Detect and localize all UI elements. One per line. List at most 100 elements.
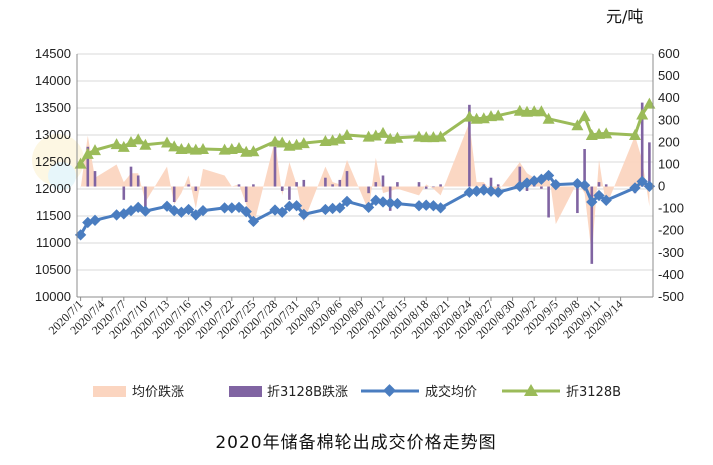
x-axis-ticks: 2020/7/12020/7/42020/7/72020/7/102020/7/… <box>46 297 626 342</box>
b3128-point <box>542 112 555 124</box>
b3128-point <box>247 145 260 157</box>
b3128-point <box>636 108 649 120</box>
b3128-change-bar <box>302 179 306 187</box>
legend-swatch-avg-price-marker <box>383 384 396 397</box>
avg-price-point <box>298 208 310 221</box>
avg-price-point <box>470 185 483 197</box>
left-tick-label: 11000 <box>36 235 71 250</box>
right-tick-label: 600 <box>658 46 680 61</box>
b3128-change-bar <box>432 186 435 188</box>
b3128-point <box>535 105 548 117</box>
left-tick-label: 10500 <box>35 262 71 277</box>
b3128-change-bar <box>129 166 133 187</box>
avg-price-point <box>197 204 209 217</box>
b3128-change-bar <box>244 186 248 203</box>
b3128-point <box>629 129 641 140</box>
avg-price-point <box>190 209 202 221</box>
avg-price-point <box>485 185 497 197</box>
right-tick-label: -500 <box>658 289 684 304</box>
b3128-change-bar <box>144 186 147 209</box>
b3128-change-bar <box>86 146 90 187</box>
right-tick-label: -100 <box>658 201 684 216</box>
avg-price-point <box>550 179 562 191</box>
axes <box>76 54 654 298</box>
avg-price-point <box>319 203 332 216</box>
avg-price-point <box>233 201 245 214</box>
b3128-change-bar <box>280 186 284 191</box>
b3128-point <box>269 135 281 147</box>
avg-price-point <box>434 202 447 214</box>
watermark-logo <box>32 134 84 190</box>
right-tick-label: -200 <box>658 223 684 238</box>
right-tick-label: 400 <box>658 90 680 105</box>
b3128-change-bar <box>194 186 198 191</box>
avg-price-point <box>226 202 238 214</box>
b3128-point <box>463 110 476 122</box>
b3128-point <box>643 97 656 109</box>
avg-price-point <box>276 206 288 218</box>
avg-price-point <box>182 203 195 216</box>
b3128-point <box>578 110 591 122</box>
avg-change-area-shape <box>80 122 650 256</box>
b3128-point <box>233 141 245 153</box>
b3128-change-bar <box>381 175 385 187</box>
b3128-change-bar <box>640 102 644 187</box>
b3128-point <box>391 131 404 143</box>
b3128-change-bar <box>295 182 298 187</box>
avg-price-point <box>161 200 173 212</box>
b3128-point <box>168 140 181 152</box>
b3128-point <box>276 136 289 148</box>
avg-price-point <box>600 194 612 206</box>
left-axis-ticks: 10000 10500 11000 11500 12000 12500 13000 13500… <box>35 46 71 304</box>
b3128-change-bar <box>525 186 529 191</box>
b3128-point <box>571 119 584 131</box>
b3128-change-bar <box>547 186 550 218</box>
legend-swatch-avg-change <box>93 386 126 397</box>
legend-label-avg-change: 均价跌涨 <box>132 384 184 400</box>
b3128-change-bar <box>345 171 349 187</box>
left-tick-label: 11500 <box>36 208 71 223</box>
avg-price-point <box>139 205 152 217</box>
right-tick-label: 0 <box>658 179 665 194</box>
b3128-change-bar <box>540 186 543 189</box>
avg-price-point <box>334 202 346 214</box>
b3128-change-bar <box>518 166 522 187</box>
b3128-change-bar <box>288 186 291 200</box>
avg-price-point <box>420 199 432 211</box>
avg-price-point <box>578 179 591 191</box>
legend-swatch-b3128-change <box>229 386 262 397</box>
right-tick-label: -400 <box>658 267 684 282</box>
legend-label-b3128-change: 折3128B跌涨 <box>267 384 348 400</box>
legend: 均价跌涨 折3128B跌涨 成交均价 折3128B <box>93 384 621 400</box>
avg-price-point <box>341 195 353 208</box>
avg-price-point <box>593 189 605 202</box>
b3128-change-bar <box>136 175 140 187</box>
avg-price-point <box>643 180 656 192</box>
b3128-point <box>182 142 195 154</box>
avg-price-point <box>218 202 231 214</box>
b3128-change-bar <box>439 184 442 187</box>
avg-price-point <box>247 215 260 228</box>
b3128-change-bar <box>424 186 428 189</box>
b3128-change-bar <box>338 179 342 187</box>
b3128-line <box>79 102 651 165</box>
b3128-point <box>139 138 152 150</box>
b3128-point <box>600 127 613 139</box>
b3128-point <box>333 132 346 144</box>
avg-price-point <box>240 206 252 218</box>
b3128-change-bar <box>590 186 594 264</box>
left-tick-label: 13500 <box>35 100 71 115</box>
b3128-change-bar <box>374 182 378 187</box>
left-tick-label: 13000 <box>35 127 71 142</box>
b3128-change-bar <box>252 184 255 187</box>
right-tick-label: -300 <box>658 245 684 260</box>
legend-label-b3128: 折3128B <box>566 385 621 400</box>
avg-price-point <box>290 200 303 212</box>
b3128-point <box>434 130 447 142</box>
avg-price-point <box>283 200 296 212</box>
b3128-change-bar <box>273 146 277 187</box>
avg-price-change-area <box>80 122 650 256</box>
b3128-point <box>74 157 87 169</box>
b3128-change-bar <box>583 148 586 187</box>
avg-price-point <box>629 182 641 194</box>
